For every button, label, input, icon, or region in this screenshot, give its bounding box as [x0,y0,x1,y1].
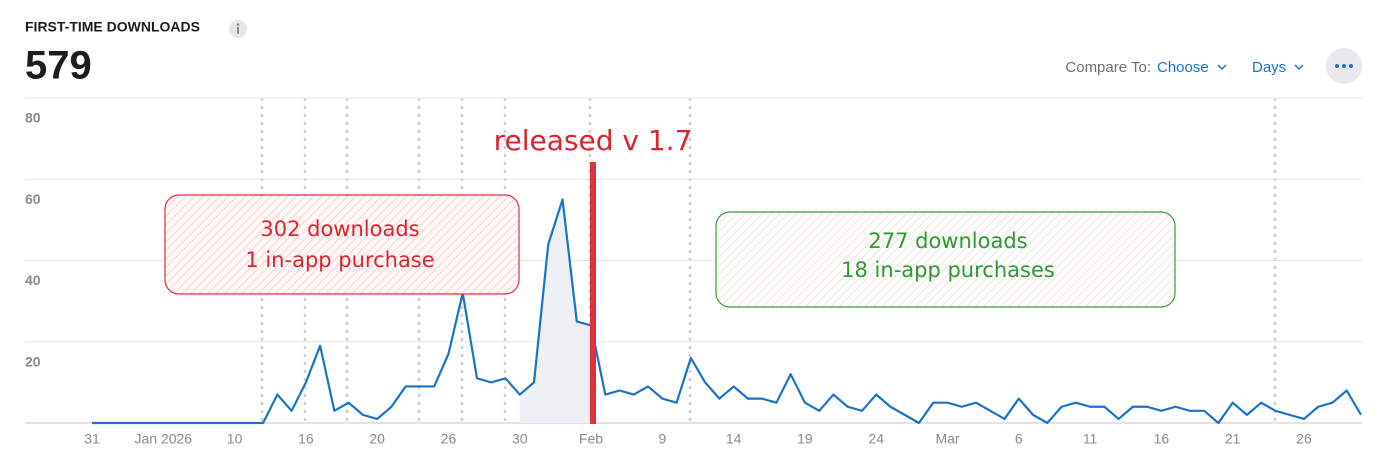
x-tick-label: 6 [1015,431,1023,447]
release-label: released v 1.7 [494,124,693,157]
title: FIRST-TIME DOWNLOADS [25,19,200,35]
more-button[interactable] [1326,48,1362,84]
before-text: 302 downloads [260,217,419,241]
compare-label: Compare To: [1065,59,1151,76]
x-tick-label: 16 [298,431,314,447]
x-tick-label: 14 [726,431,742,447]
x-tick-label: 16 [1154,431,1170,447]
chevron [1217,64,1227,71]
x-tick-label: 10 [227,431,243,447]
highlight-area [519,199,592,423]
x-tick-label: 26 [441,431,457,447]
after-text: 277 downloads [868,229,1027,253]
x-tick-label: 24 [868,431,884,447]
x-tick-label: 30 [512,431,528,447]
after-box [715,211,1176,308]
y-tick-label: 60 [25,191,41,207]
info-icon [229,20,247,38]
y-tick-label: 80 [25,110,41,126]
x-tick-label: 9 [658,431,666,447]
y-tick-label: 20 [25,353,41,369]
before-box [164,194,520,295]
after-text: 18 in-app purchases [841,258,1055,282]
before-text: 1 in-app purchase [245,248,434,272]
line [92,198,1362,425]
period[interactable]: Days [1252,59,1286,76]
x-tick-label: Feb [579,431,603,447]
total: 579 [25,44,92,88]
chevron [1294,64,1304,71]
x-tick-label: 11 [1083,431,1098,447]
x-tick-label: 31 [84,431,100,447]
x-tick-label: 20 [369,431,385,447]
y-tick-label: 40 [25,272,41,288]
x-tick-label: 21 [1225,431,1241,447]
x-tick-label: 19 [797,431,813,447]
x-tick-label: 26 [1296,431,1312,447]
x-tick-label: Mar [935,431,959,447]
compare-value[interactable]: Choose [1157,59,1209,76]
x-tick-label: Jan 2026 [134,431,192,447]
